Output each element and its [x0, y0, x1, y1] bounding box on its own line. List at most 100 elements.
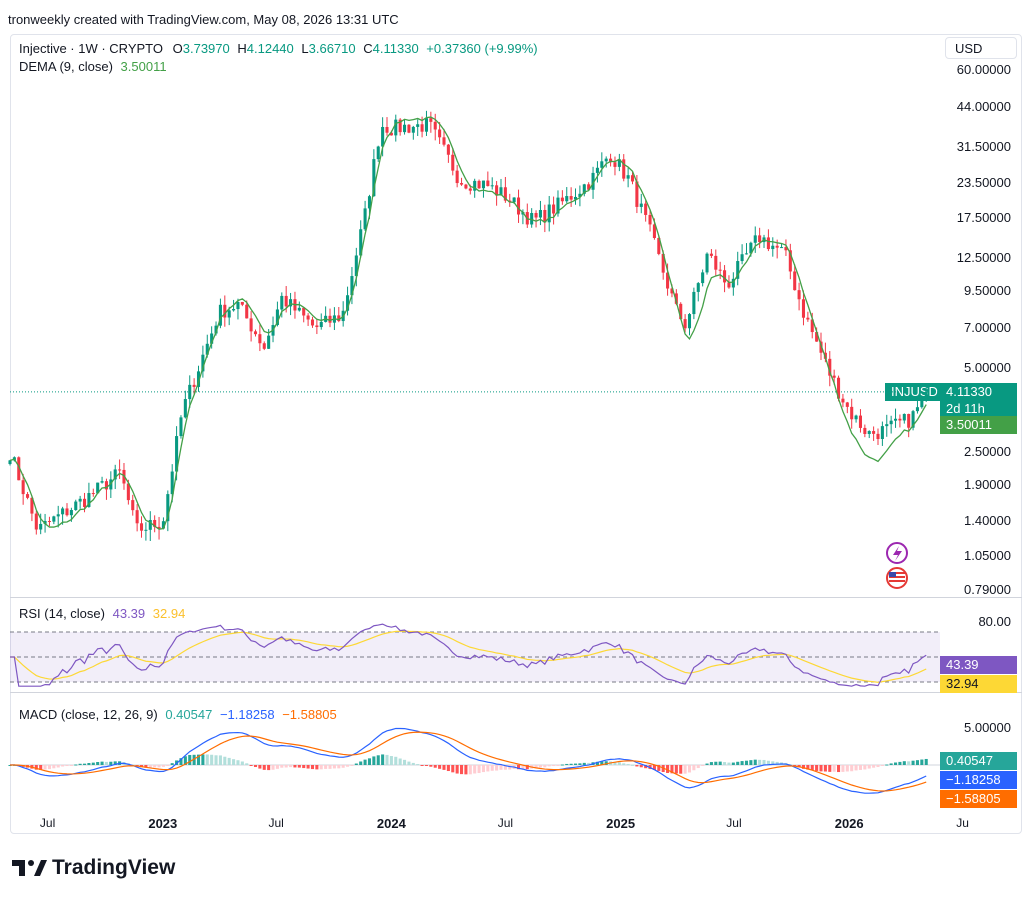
rsi-legend[interactable]: RSI (14, close) 43.39 32.94	[19, 606, 186, 621]
candle-body	[267, 335, 271, 349]
macd-hist-bar	[766, 760, 770, 765]
macd-hist-bar	[547, 765, 551, 767]
candle-body	[82, 498, 87, 507]
pane-separator[interactable]	[10, 692, 1022, 693]
candle-body	[591, 172, 595, 190]
macd-hist-bar	[736, 761, 740, 765]
candle-body	[350, 276, 354, 296]
candle-body	[534, 213, 538, 218]
candle-body	[609, 158, 613, 163]
macd-hist-bar	[192, 754, 196, 765]
macd-hist-bar	[74, 764, 78, 766]
candle-body	[902, 413, 906, 421]
candle-body	[530, 213, 534, 225]
price-axis-label: 44.00000	[956, 99, 1011, 115]
price-axis-label: 31.50000	[956, 139, 1011, 155]
macd-signal-value: −1.58805	[282, 707, 337, 722]
macd-hist-bar	[560, 764, 564, 766]
macd-hist-bar	[486, 765, 490, 772]
macd-hist-bar	[894, 762, 898, 765]
macd-hist-bar	[644, 765, 648, 769]
candle-body	[639, 203, 643, 207]
currency-button[interactable]: USD	[945, 37, 1017, 59]
macd-hist-bar	[232, 759, 236, 765]
macd-hist-bar	[293, 765, 297, 768]
candle-body	[486, 180, 490, 187]
candle-body	[858, 415, 862, 428]
candle-body	[876, 433, 880, 440]
chart-frame[interactable]	[10, 34, 1022, 834]
macd-hist-bar	[876, 765, 880, 768]
candle-body	[319, 321, 323, 328]
macd-hist-bar	[372, 756, 376, 765]
candle-body	[775, 245, 779, 248]
macd-hist-bar	[245, 763, 249, 765]
candle-body	[503, 187, 507, 201]
candle-body	[828, 358, 832, 376]
macd-hist-bar	[477, 765, 481, 774]
macd-hist-bar	[52, 765, 56, 769]
candle-body	[543, 209, 547, 223]
macd-hist-bar	[674, 765, 678, 774]
candle-body	[315, 325, 319, 328]
macd-hist-bar	[236, 760, 240, 765]
macd-hist-value: 0.40547	[165, 707, 213, 722]
candle-body	[69, 510, 73, 516]
macd-signal-tag: −1.58805	[940, 790, 1017, 808]
candle-body	[744, 253, 749, 255]
macd-hist-bar	[196, 754, 201, 765]
macd-hist-bar	[464, 765, 468, 775]
macd-hist-bar	[744, 760, 749, 765]
candle-body	[442, 137, 446, 145]
macd-hist-bar	[508, 765, 512, 770]
macd-hist-bar	[696, 765, 700, 769]
macd-hist-bar	[411, 762, 415, 765]
macd-hist-bar	[297, 765, 301, 768]
macd-hist-bar	[332, 765, 336, 769]
candle-body	[78, 498, 82, 502]
candle-body	[381, 126, 385, 147]
time-axis-label: Ju	[956, 816, 969, 830]
macd-hist-bar	[319, 765, 323, 770]
macd-hist-bar	[740, 761, 744, 765]
symbol-name[interactable]: Injective · 1W · CRYPTO	[19, 41, 163, 56]
dema-legend[interactable]: DEMA (9, close) 3.50011	[19, 59, 167, 74]
candle-body	[565, 196, 569, 202]
macd-hist-bar	[267, 765, 271, 771]
candle-body	[850, 406, 854, 420]
price-axis-label: 23.50000	[956, 174, 1011, 190]
macd-hist-bar	[100, 761, 104, 765]
candle-body	[394, 119, 398, 136]
rsi-ma-value: 32.94	[152, 606, 186, 621]
candle-body	[297, 307, 301, 311]
macd-hist-bar	[280, 765, 284, 768]
candle-body	[47, 521, 51, 523]
candle-body	[766, 237, 770, 250]
candle-body	[403, 124, 407, 133]
candle-body	[100, 481, 104, 483]
candle-body	[863, 427, 867, 434]
candle-body	[367, 196, 372, 209]
macd-hist-bar	[153, 765, 157, 768]
macd-hist-bar	[223, 756, 227, 765]
candle-body	[880, 426, 884, 440]
macd-hist-bar	[793, 765, 797, 766]
pane-separator[interactable]	[10, 597, 1022, 598]
candle-body	[556, 197, 560, 214]
macd-hist-bar	[8, 765, 12, 766]
macd-hist-bar	[39, 765, 43, 770]
candle-body	[363, 208, 367, 230]
attribution: tronweekly created with TradingView.com,…	[8, 12, 399, 27]
candle-body	[416, 124, 420, 127]
macd-legend[interactable]: MACD (close, 12, 26, 9) 0.40547 −1.18258…	[19, 707, 337, 722]
price-axis-label: 1.05000	[964, 547, 1011, 563]
macd-hist-bar	[104, 761, 108, 765]
macd-hist-bar	[630, 764, 635, 766]
macd-hist-bar	[328, 765, 332, 769]
macd-hist-bar	[179, 758, 183, 765]
candle-body	[740, 254, 744, 262]
candle-body	[674, 293, 678, 304]
candle-body	[806, 317, 810, 320]
macd-hist-bar	[521, 765, 525, 769]
